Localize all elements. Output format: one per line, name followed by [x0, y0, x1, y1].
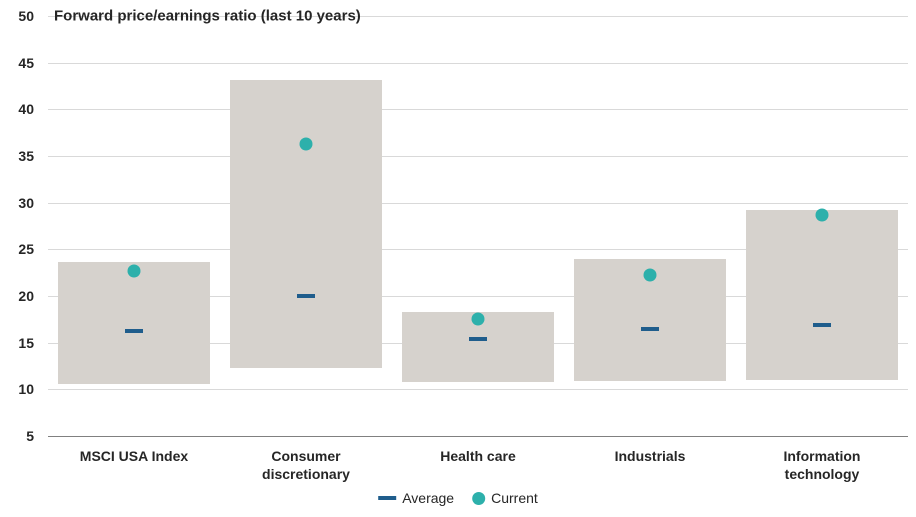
average-marker: [813, 323, 831, 327]
plot-area: 5101520253035404550Forward price/earning…: [48, 16, 908, 436]
range-bar: [58, 262, 209, 383]
current-marker: [644, 268, 657, 281]
legend: Average Current: [378, 490, 538, 506]
current-marker: [472, 313, 485, 326]
y-tick-label: 25: [0, 241, 34, 257]
average-marker: [641, 327, 659, 331]
average-marker: [125, 329, 143, 333]
legend-item-average: Average: [378, 490, 454, 506]
x-tick-label: Health care: [402, 448, 553, 466]
current-marker: [816, 208, 829, 221]
y-tick-label: 30: [0, 195, 34, 211]
average-marker: [469, 337, 487, 341]
gridline: [48, 156, 908, 157]
legend-current-label: Current: [491, 490, 538, 506]
x-tick-label: Informationtechnology: [746, 448, 897, 483]
y-tick-label: 20: [0, 288, 34, 304]
gridline: [48, 203, 908, 204]
legend-item-current: Current: [472, 490, 538, 506]
x-tick-label: MSCI USA Index: [58, 448, 209, 466]
y-tick-label: 45: [0, 55, 34, 71]
legend-average-marker: [378, 496, 396, 500]
range-bar: [746, 210, 897, 380]
y-tick-label: 15: [0, 335, 34, 351]
gridline: [48, 389, 908, 390]
chart-title: Forward price/earnings ratio (last 10 ye…: [54, 8, 361, 25]
current-marker: [128, 264, 141, 277]
y-tick-label: 35: [0, 148, 34, 164]
y-tick-label: 40: [0, 101, 34, 117]
average-marker: [297, 294, 315, 298]
y-tick-label: 5: [0, 428, 34, 444]
gridline: [48, 436, 908, 437]
gridline: [48, 63, 908, 64]
current-marker: [300, 137, 313, 150]
y-tick-label: 10: [0, 381, 34, 397]
x-tick-label: Industrials: [574, 448, 725, 466]
legend-current-marker: [472, 492, 485, 505]
y-tick-label: 50: [0, 8, 34, 24]
pe-ratio-chart: 5 10 15 20 25 30 35 40 45 50 Forward price/earning…: [0, 0, 916, 517]
range-bar: [230, 80, 381, 367]
x-tick-label: Consumerdiscretionary: [230, 448, 381, 483]
legend-average-label: Average: [402, 490, 454, 506]
gridline: [48, 109, 908, 110]
